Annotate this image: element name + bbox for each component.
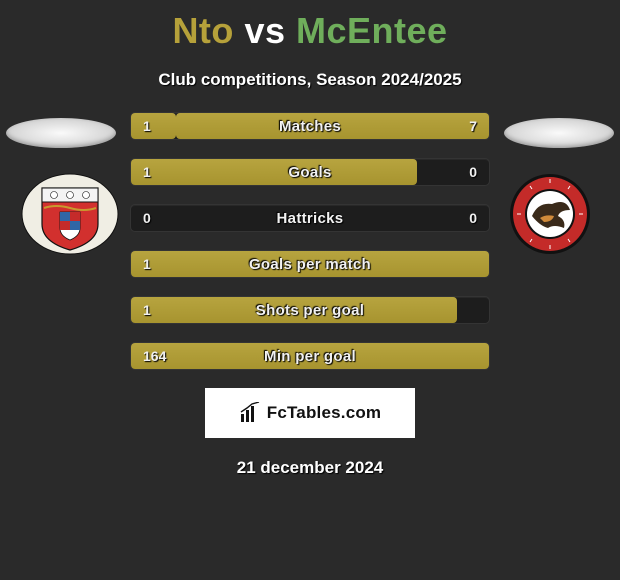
stat-value-left: 1	[131, 113, 163, 139]
stat-value-right: 0	[457, 159, 489, 185]
title-vs: vs	[244, 10, 285, 51]
player-photo-slot-left	[6, 118, 116, 148]
stat-label: Goals per match	[131, 251, 489, 277]
club-crest-left	[20, 172, 120, 256]
fctables-logo-text: FcTables.com	[267, 403, 382, 423]
stat-label: Hattricks	[131, 205, 489, 231]
stat-row-hattricks: Hattricks0 0	[130, 204, 490, 232]
stat-value-right: 0	[457, 205, 489, 231]
stat-value-left: 0	[131, 205, 163, 231]
infographic-date: 21 december 2024	[0, 458, 620, 478]
title-right-player: McEntee	[296, 10, 448, 51]
stat-value-right	[465, 297, 489, 323]
subtitle: Club competitions, Season 2024/2025	[0, 70, 620, 90]
club-crest-right	[500, 172, 600, 256]
comparison-title: Nto vs McEntee	[0, 0, 620, 52]
stat-row-goals: Goals1 0	[130, 158, 490, 186]
stat-label: Goals	[131, 159, 489, 185]
stat-row-min-per-goal: Min per goal164	[130, 342, 490, 370]
fctables-logo-icon	[239, 402, 261, 424]
stat-row-matches: Matches1 7	[130, 112, 490, 140]
stat-value-right	[465, 343, 489, 369]
stat-value-left: 1	[131, 297, 163, 323]
stat-row-goals-per-match: Goals per match1	[130, 250, 490, 278]
stat-value-left: 164	[131, 343, 178, 369]
stat-label: Shots per goal	[131, 297, 489, 323]
stat-value-right	[465, 251, 489, 277]
stat-row-shots-per-goal: Shots per goal1	[130, 296, 490, 324]
fctables-branding: FcTables.com	[205, 388, 415, 438]
stats-bars: Matches17Goals10Hattricks00Goals per mat…	[130, 112, 490, 370]
title-left-player: Nto	[172, 10, 233, 51]
stat-label: Min per goal	[131, 343, 489, 369]
stat-value-left: 1	[131, 159, 163, 185]
stat-label: Matches	[131, 113, 489, 139]
comparison-layout: Matches17Goals10Hattricks00Goals per mat…	[0, 112, 620, 370]
stat-value-right: 7	[457, 113, 489, 139]
stat-value-left: 1	[131, 251, 163, 277]
player-photo-slot-right	[504, 118, 614, 148]
